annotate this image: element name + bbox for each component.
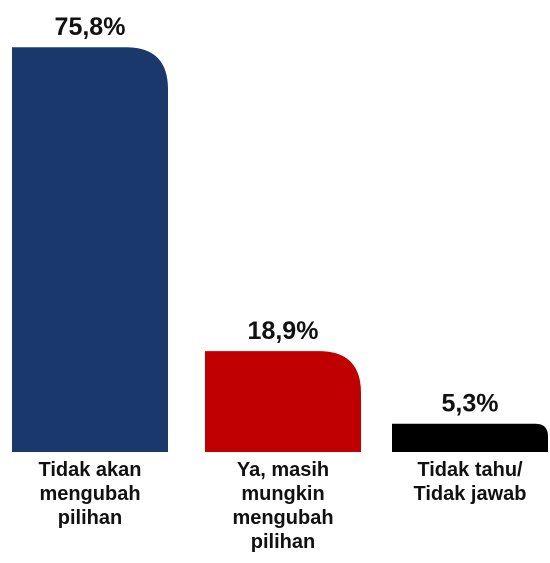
value-label: 75,8% [55,13,126,41]
bar [12,47,168,453]
bar [392,423,548,452]
category-label: Tidak tahu/ Tidak jawab [413,459,527,505]
value-label: 18,9% [248,317,319,345]
value-label: 5,3% [442,390,499,418]
category-label: Tidak akan mengubah pilihan [38,459,142,529]
category-label: Ya, masih mungkin mengubah pilihan [232,459,334,553]
bar [205,351,361,452]
